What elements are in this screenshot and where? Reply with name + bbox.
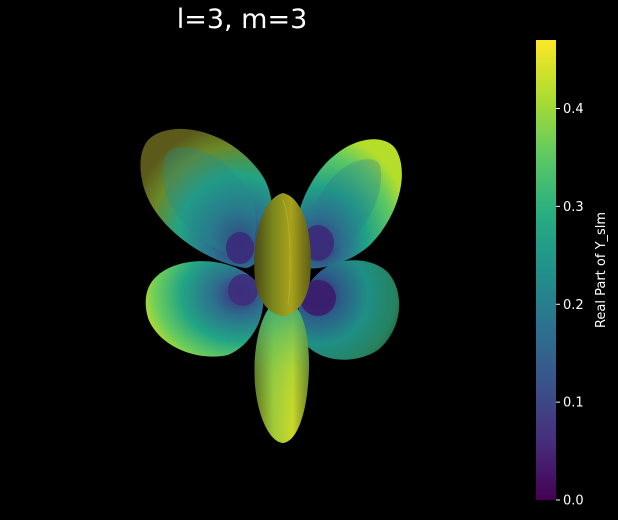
lobe-upper-left xyxy=(140,128,273,268)
colorbar-gradient xyxy=(536,40,556,500)
colorbar-label: Real Part of Y_slm xyxy=(594,212,609,328)
lobe-lower-right xyxy=(297,260,400,360)
surface-plot xyxy=(140,128,402,443)
colorbar-tick-label: 0.3 xyxy=(563,200,584,215)
colorbar-tick-label: 0.4 xyxy=(563,102,584,117)
colorbar-tick-label: 0.0 xyxy=(563,494,584,509)
colorbar-ticks: 0.0 0.1 0.2 0.3 0.4 xyxy=(556,102,584,509)
chart-title: l=3, m=3 xyxy=(176,4,308,35)
lobe-lower-left xyxy=(145,261,264,357)
colorbar-tick-label: 0.2 xyxy=(563,298,584,313)
lobe-center-bottom xyxy=(254,298,310,443)
colorbar-tick-label: 0.1 xyxy=(563,396,584,411)
lobe-center-top xyxy=(254,193,311,316)
colorbar: 0.0 0.1 0.2 0.3 0.4 Real Part of Y_slm xyxy=(536,40,609,509)
lobe-upper-right xyxy=(293,139,402,269)
